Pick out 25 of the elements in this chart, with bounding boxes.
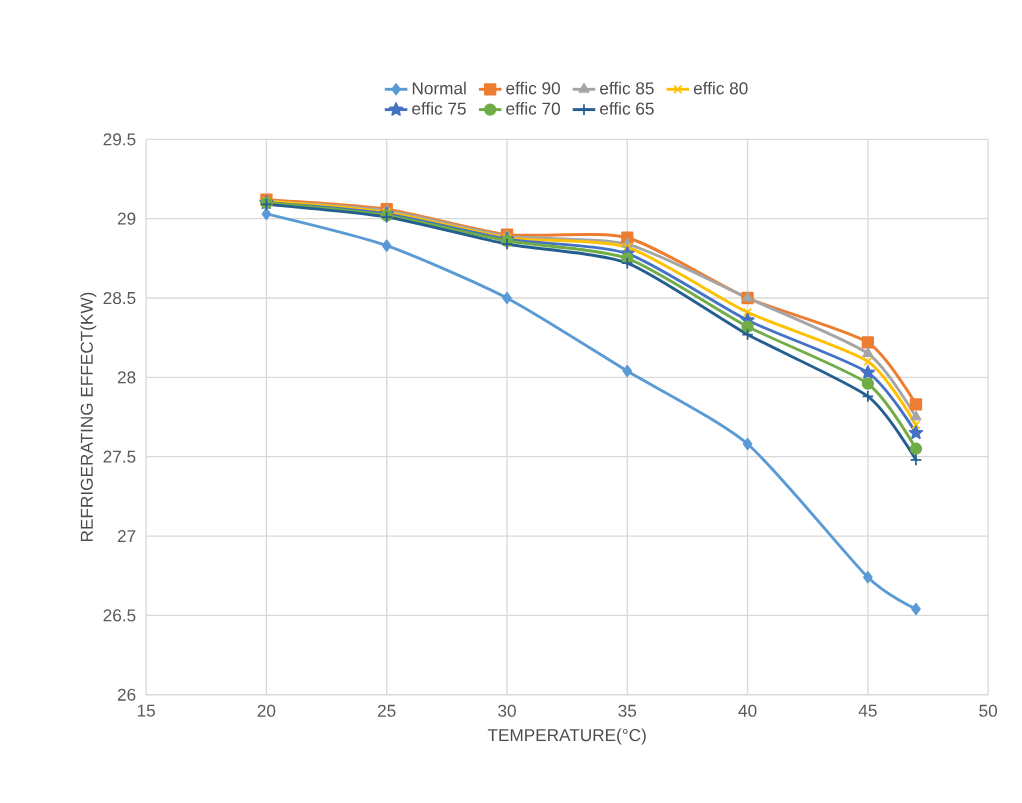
y-axis-title: REFRIGERATING EFFECT(KW) <box>80 292 97 541</box>
y-tick-label: 26.5 <box>103 609 136 622</box>
legend-label: effic 65 <box>600 101 654 115</box>
x-tick-label: 15 <box>137 704 155 717</box>
y-tick-label: 29 <box>117 212 136 225</box>
y-tick-label: 27 <box>117 529 136 542</box>
y-tick-label: 26 <box>117 688 136 701</box>
x-tick-label: 40 <box>738 704 757 717</box>
x-tick-label: 45 <box>858 704 877 717</box>
y-tick-label: 29.5 <box>103 133 136 146</box>
legend-label: effic 80 <box>693 81 748 95</box>
x-tick-label: 50 <box>979 704 998 717</box>
legend-label: effic 85 <box>600 81 654 95</box>
legend-label: effic 75 <box>412 101 466 115</box>
y-tick-label: 27.5 <box>103 450 136 463</box>
x-tick-label: 25 <box>378 704 396 717</box>
x-tick-label: 20 <box>257 704 276 717</box>
y-tick-label: 28.5 <box>103 291 136 304</box>
y-tick-label: 28 <box>117 371 136 384</box>
x-tick-label: 35 <box>618 704 637 717</box>
legend-label: effic 90 <box>506 81 560 95</box>
x-tick-label: 30 <box>498 704 516 717</box>
legend-label: effic 70 <box>506 101 560 115</box>
x-axis-title: TEMPERATURE(°C) <box>487 728 646 745</box>
legend-label: Normal <box>412 81 466 95</box>
